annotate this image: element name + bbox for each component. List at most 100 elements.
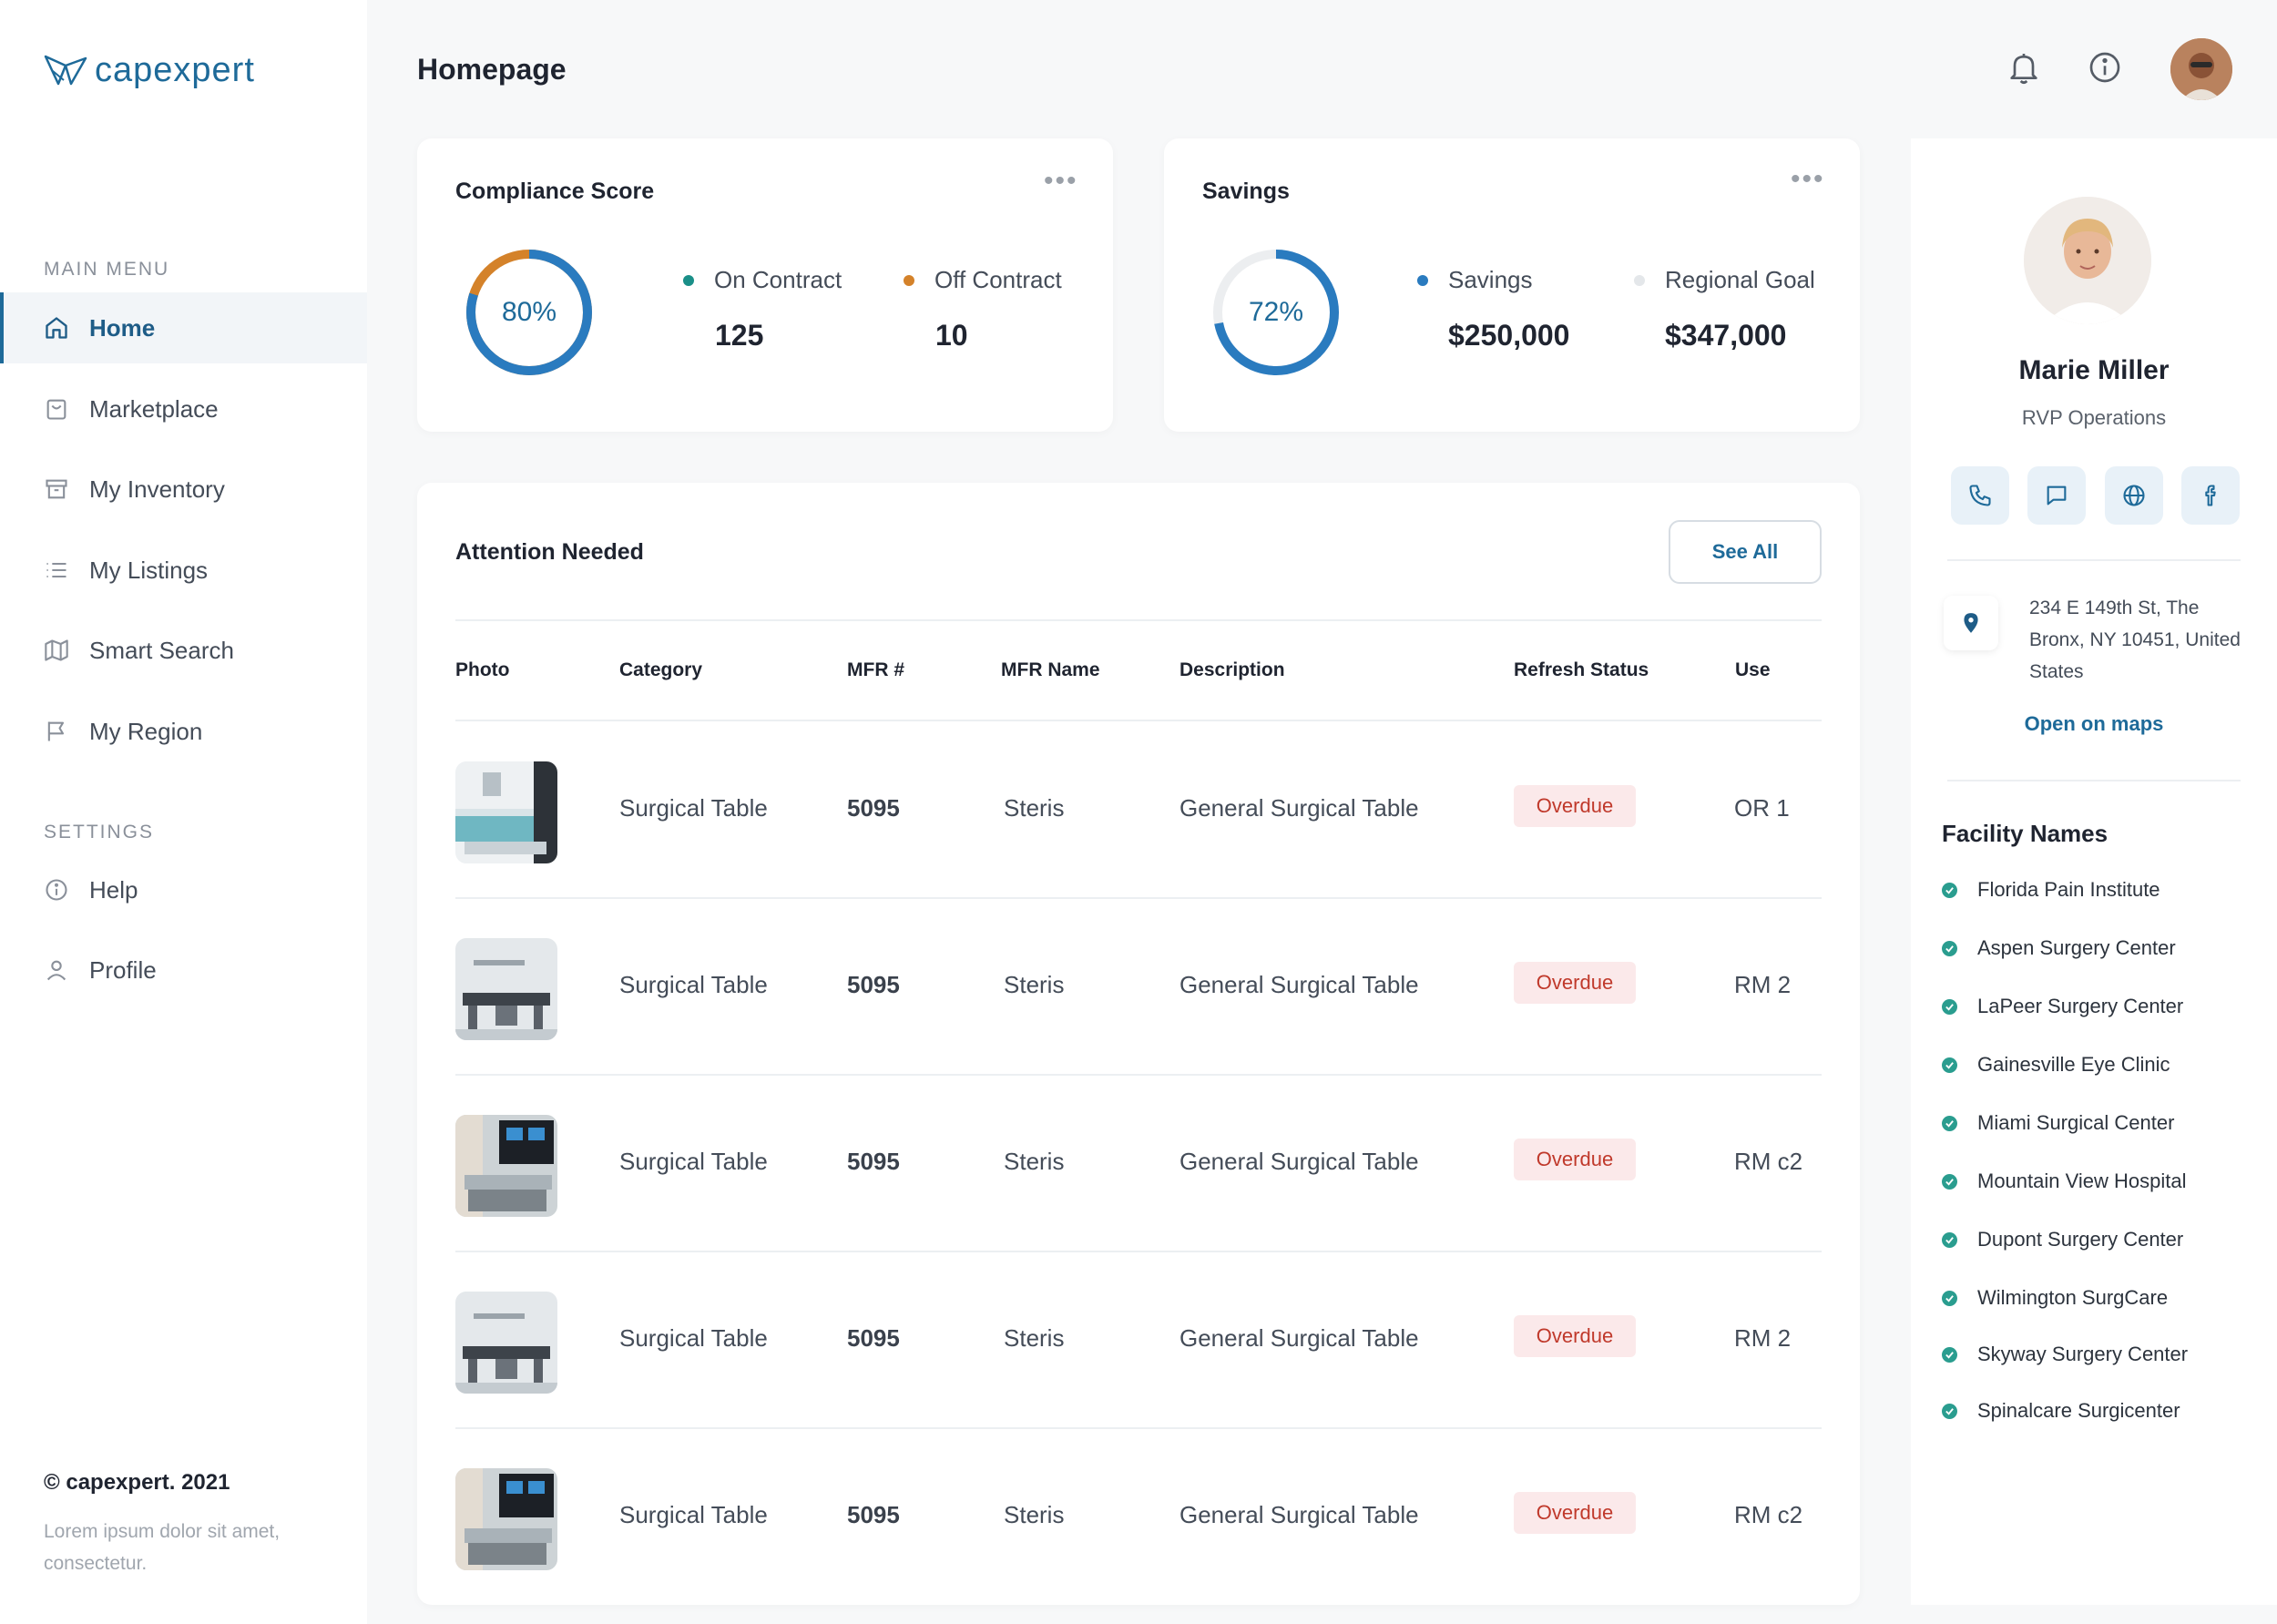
status-badge: Overdue [1514,1492,1636,1534]
column-header-mfr-name[interactable]: MFR Name [1001,659,1100,680]
check-circle-icon [1942,1057,1957,1073]
page-title: Homepage [417,53,567,86]
bell-icon[interactable] [2006,49,2042,86]
settings-title: SETTINGS [44,822,155,843]
avatar[interactable] [2170,38,2232,100]
sidebar-item-label: Marketplace [89,394,219,423]
check-circle-icon [1942,1403,1957,1419]
legend-dot [904,274,914,286]
facility-item[interactable]: LaPeer Surgery Center [1942,995,2183,1018]
sidebar-item-smart-search[interactable]: Smart Search [0,615,367,686]
facility-item[interactable]: Mountain View Hospital [1942,1169,2187,1193]
message-button[interactable] [2027,466,2086,525]
facility-names-title: Facility Names [1942,820,2109,847]
column-header-mfr-number[interactable]: MFR # [847,659,904,680]
map-pin-icon [1964,613,1978,633]
legend-label: On Contract [714,266,842,293]
facility-name: Mountain View Hospital [1977,1169,2187,1192]
sidebar-item-help[interactable]: Help [0,854,367,925]
use-cell: RM c2 [1734,1148,1803,1175]
user-icon [46,960,66,981]
legend-label: Off Contract [934,266,1062,293]
legend-label: Regional Goal [1665,266,1815,293]
column-header-photo[interactable]: Photo [455,659,510,680]
category-cell: Surgical Table [619,794,768,822]
info-icon[interactable] [2087,49,2123,86]
off-contract-value: 10 [935,319,968,352]
legend-dot [1417,274,1428,286]
equipment-photo [455,938,557,1040]
column-header-refresh-status[interactable]: Refresh Status [1514,659,1649,680]
divider [455,1427,1822,1429]
status-badge: Overdue [1514,1315,1636,1357]
legend-off-contract: Off Contract [904,266,1062,294]
legend-regional-goal: Regional Goal [1634,266,1815,294]
table-row[interactable]: Surgical Table 5095 Steris General Surgi… [455,898,1822,1075]
mfr-number-cell: 5095 [847,794,900,822]
facility-name: Miami Surgical Center [1977,1111,2175,1134]
equipment-photo [455,1468,557,1570]
mfr-number-cell: 5095 [847,1324,900,1352]
compliance-arc [466,250,592,375]
category-cell: Surgical Table [619,1148,768,1175]
facility-item[interactable]: Skyway Surgery Center [1942,1343,2188,1366]
category-cell: Surgical Table [619,1501,768,1528]
check-circle-icon [1942,940,1957,956]
more-options-icon[interactable]: ••• [1044,166,1078,196]
sidebar-item-home[interactable]: Home [0,292,367,363]
on-contract-value: 125 [715,319,764,352]
sidebar-item-label: Help [89,875,138,904]
sidebar-item-profile[interactable]: Profile [0,935,367,1006]
sidebar-item-marketplace[interactable]: Marketplace [0,373,367,444]
facility-item[interactable]: Spinalcare Surgicenter [1942,1399,2180,1423]
main-menu-title: MAIN MENU [44,259,170,280]
sidebar-item-my-inventory[interactable]: My Inventory [0,454,367,525]
column-header-use[interactable]: Use [1735,659,1771,680]
status-badge: Overdue [1514,1139,1636,1180]
equipment-photo [455,1115,557,1217]
more-options-icon[interactable]: ••• [1791,164,1825,194]
status-badge: Overdue [1514,962,1636,1004]
facility-item[interactable]: Dupont Surgery Center [1942,1228,2183,1251]
sidebar-item-label: Profile [89,955,157,984]
table-row[interactable]: Surgical Table 5095 Steris General Surgi… [455,721,1822,898]
divider [1947,780,2241,781]
divider [455,619,1822,621]
info-icon [46,879,67,901]
open-on-maps-link[interactable]: Open on maps [2024,712,2164,735]
check-circle-icon [1942,1231,1957,1248]
column-header-category[interactable]: Category [619,659,703,680]
sidebar-item-my-region[interactable]: My Region [0,696,367,767]
call-button[interactable] [1951,466,2009,525]
description-cell: General Surgical Table [1179,1324,1419,1352]
table-row[interactable]: Surgical Table 5095 Steris General Surgi… [455,1251,1822,1428]
column-header-description[interactable]: Description [1179,659,1285,680]
facility-item[interactable]: Miami Surgical Center [1942,1111,2174,1135]
facility-item[interactable]: Gainesville Eye Clinic [1942,1053,2170,1077]
facility-name: Spinalcare Surgicenter [1977,1399,2180,1422]
brand-logo[interactable]: capexpert [44,51,255,90]
mfr-name-cell: Steris [1004,1324,1065,1352]
brand-name: capexpert [95,51,255,89]
facility-item[interactable]: Florida Pain Institute [1942,878,2160,902]
description-cell: General Surgical Table [1179,1501,1419,1528]
facility-name: LaPeer Surgery Center [1977,995,2184,1017]
facility-item[interactable]: Aspen Surgery Center [1942,936,2176,960]
facility-item[interactable]: Wilmington SurgCare [1942,1286,2168,1310]
table-row[interactable]: Surgical Table 5095 Steris General Surgi… [455,1075,1822,1251]
legend-label: Savings [1448,266,1533,293]
description-cell: General Surgical Table [1179,1148,1419,1175]
legend-on-contract: On Contract [683,266,842,294]
website-button[interactable] [2105,466,2163,525]
facebook-button[interactable] [2181,466,2240,525]
sidebar-item-label: Home [89,313,156,342]
archive-icon [46,479,67,499]
mfr-name-cell: Steris [1004,1501,1065,1528]
sidebar-item-my-listings[interactable]: My Listings [0,535,367,606]
attention-title: Attention Needed [455,539,644,565]
address: 234 E 149th St, The Bronx, NY 10451, Uni… [2029,598,2241,682]
category-cell: Surgical Table [619,971,768,998]
compliance-score-card: Compliance Score ••• 80% On Contract 125… [417,138,1113,432]
see-all-button[interactable]: See All [1669,520,1822,584]
table-row[interactable]: Surgical Table 5095 Steris General Surgi… [455,1428,1822,1605]
